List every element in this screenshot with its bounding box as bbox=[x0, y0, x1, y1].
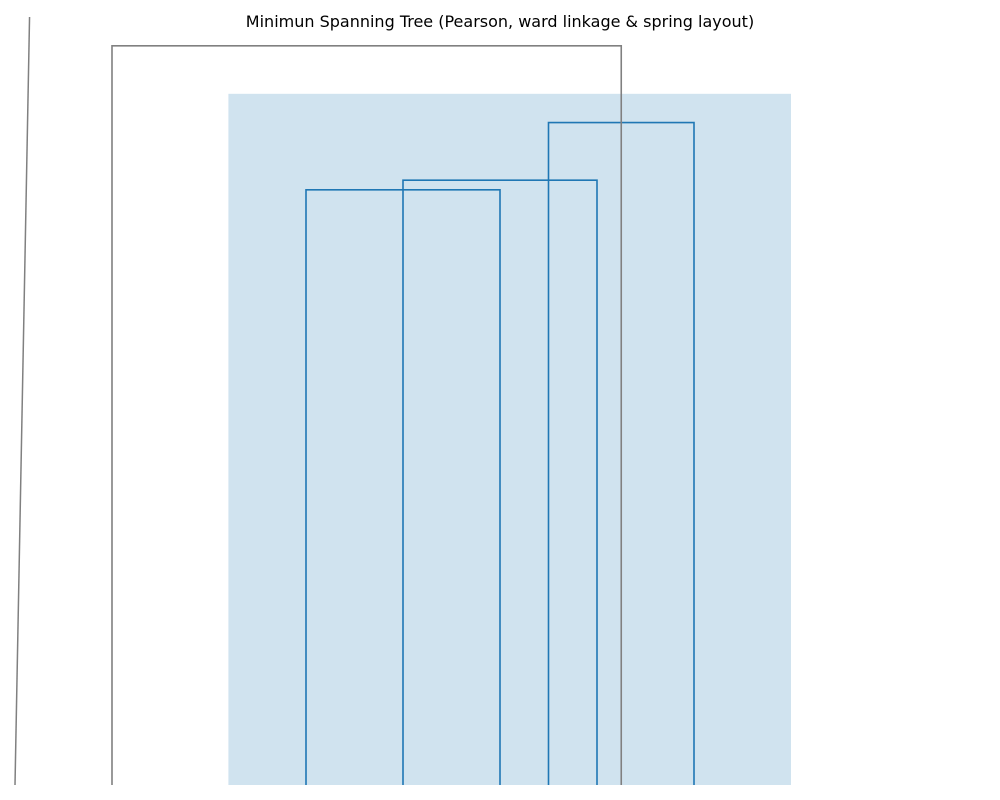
dendrogram-link-2 bbox=[402, 179, 598, 785]
highlight-cluster-region bbox=[228, 93, 791, 786]
dendrogram-link-4 bbox=[111, 45, 623, 785]
chart-title: Minimun Spanning Tree (Pearson, ward lin… bbox=[245, 12, 755, 31]
stray-link-line bbox=[14, 16, 31, 786]
